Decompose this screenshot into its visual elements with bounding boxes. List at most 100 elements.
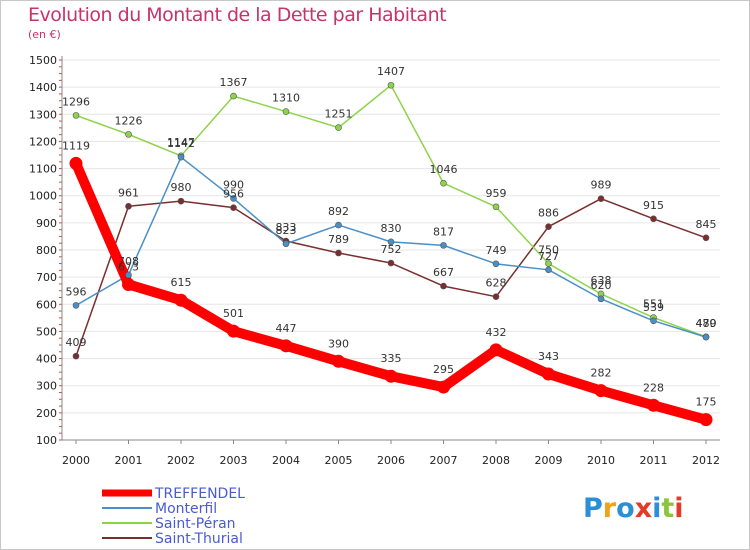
x-tick-label: 2012 — [692, 454, 720, 467]
data-label: 409 — [66, 336, 87, 349]
x-tick-label: 2004 — [272, 454, 300, 467]
data-point — [335, 221, 342, 229]
data-point — [597, 195, 605, 202]
data-point — [72, 352, 80, 360]
x-tick-label: 2000 — [62, 454, 90, 467]
data-point — [387, 238, 395, 246]
data-point — [492, 260, 500, 268]
y-tick-label: 100 — [36, 434, 57, 447]
data-label: 817 — [433, 225, 454, 238]
y-tick-label: 400 — [36, 353, 57, 366]
chart-subtitle: (en €) — [28, 28, 61, 41]
data-label: 823 — [276, 224, 297, 237]
legend-label: TREFFENDEL — [154, 486, 245, 502]
data-label: 432 — [486, 326, 507, 339]
data-label: 1226 — [115, 114, 143, 127]
data-point — [282, 108, 290, 115]
data-point — [597, 295, 605, 303]
legend-label: Saint-Thurial — [155, 531, 243, 547]
data-label: 551 — [643, 298, 664, 311]
x-tick-label: 2011 — [640, 454, 668, 467]
data-label: 892 — [328, 205, 349, 218]
data-point — [335, 124, 342, 131]
chart-legend: TREFFENDELMonterfilSaint-PéranSaint-Thur… — [102, 486, 245, 547]
data-point — [177, 153, 185, 161]
x-tick-label: 2002 — [167, 454, 195, 467]
y-tick-label: 300 — [36, 380, 57, 393]
y-tick-label: 500 — [36, 325, 57, 338]
data-point — [699, 413, 713, 427]
data-label: 479 — [696, 317, 717, 330]
data-label: 1367 — [220, 76, 248, 89]
data-label: 886 — [538, 207, 559, 220]
data-point — [174, 293, 188, 307]
legend-label: Monterfil — [155, 501, 217, 517]
data-point — [384, 369, 398, 383]
data-point — [437, 380, 450, 394]
data-label: 343 — [538, 350, 559, 363]
data-point — [125, 131, 132, 138]
data-label: 228 — [643, 381, 664, 394]
legend-label: Saint-Péran — [155, 516, 236, 532]
x-tick-label: 2003 — [220, 454, 248, 467]
data-point — [230, 204, 237, 211]
data-label: 1147 — [167, 136, 195, 149]
data-point — [489, 343, 503, 357]
data-label: 638 — [591, 274, 612, 287]
data-point — [440, 282, 447, 290]
data-label: 980 — [171, 181, 192, 194]
data-label: 959 — [486, 187, 507, 200]
x-tick-label: 2010 — [587, 454, 615, 467]
data-label: 1407 — [377, 65, 405, 78]
x-tick-label: 2001 — [115, 454, 143, 467]
chart-axes — [59, 56, 720, 444]
data-label: 335 — [381, 352, 402, 365]
data-label: 480 — [696, 317, 717, 330]
y-tick-label: 1000 — [29, 190, 57, 203]
data-point — [332, 354, 345, 368]
data-point — [282, 240, 290, 248]
proxiti-logo: Proxiti — [583, 493, 684, 524]
data-label: 620 — [591, 279, 612, 292]
y-tick-label: 1200 — [29, 135, 57, 148]
data-point — [440, 242, 447, 249]
data-point — [545, 223, 552, 230]
y-tick-label: 1400 — [29, 81, 57, 94]
y-tick-label: 1100 — [29, 163, 57, 176]
data-label: 830 — [381, 222, 402, 235]
data-point — [72, 302, 80, 309]
data-point — [279, 339, 293, 353]
x-tick-label: 2006 — [377, 454, 405, 467]
data-label: 1142 — [167, 137, 195, 150]
data-point — [702, 234, 710, 242]
data-point — [227, 324, 240, 338]
data-point — [545, 266, 552, 274]
data-point — [335, 249, 342, 257]
data-point — [650, 215, 657, 223]
data-point — [702, 333, 710, 341]
data-label: 752 — [381, 243, 402, 256]
data-label: 1046 — [430, 163, 458, 176]
chart-points — [69, 81, 713, 427]
y-tick-label: 800 — [36, 244, 57, 257]
data-label: 615 — [171, 276, 192, 289]
data-point — [594, 384, 608, 398]
data-label: 1296 — [62, 95, 90, 108]
data-point — [125, 203, 132, 210]
data-labels: 1119 673 615 501 447 390 335 295 432 343 282 228 175… — [62, 65, 717, 408]
data-label: 667 — [433, 266, 454, 279]
axis-ticks: 100 200 300 400 500 600 700 800 900 1000 1100 1200 1… — [29, 54, 720, 467]
data-point — [440, 179, 447, 187]
data-label: 1119 — [62, 139, 90, 152]
y-tick-label: 200 — [36, 407, 57, 420]
data-point — [230, 92, 237, 100]
chart-title: Evolution du Montant de la Dette par Hab… — [28, 4, 447, 26]
data-label: 1251 — [325, 108, 353, 121]
y-tick-label: 600 — [36, 298, 57, 311]
data-point — [387, 81, 395, 89]
data-point — [650, 317, 657, 325]
data-point — [492, 293, 500, 300]
x-tick-label: 2007 — [430, 454, 458, 467]
y-tick-label: 900 — [36, 217, 57, 230]
